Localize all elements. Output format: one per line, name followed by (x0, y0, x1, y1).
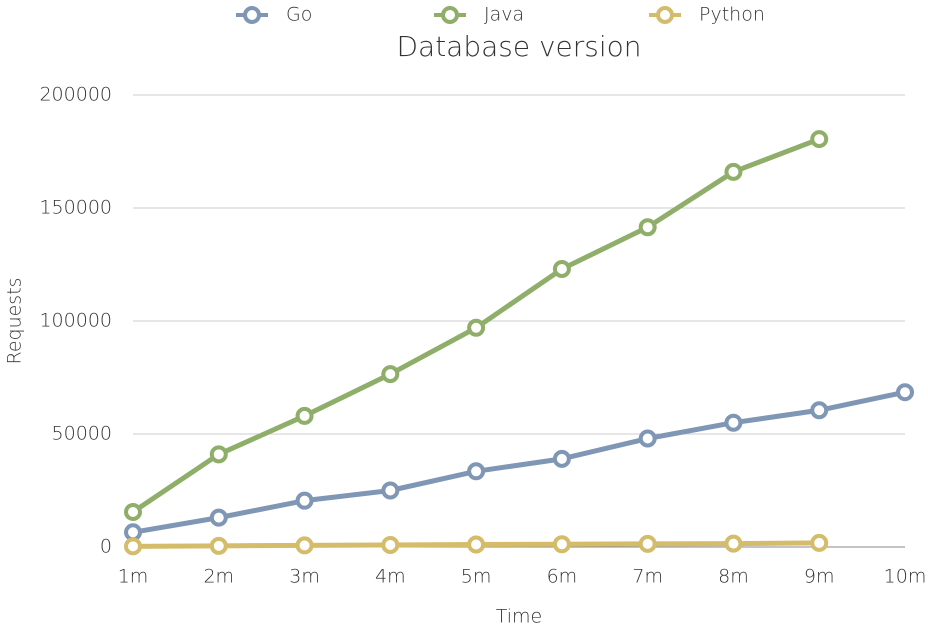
data-point (381, 535, 400, 554)
x-tick-label: 4m (375, 566, 406, 588)
data-point (124, 523, 142, 542)
data-point (295, 491, 314, 510)
data-point (724, 534, 743, 553)
x-tick-label: 2m (203, 566, 234, 588)
data-point (896, 383, 914, 402)
data-point (381, 365, 400, 384)
data-point (209, 445, 228, 464)
x-tick-label: 10m (884, 566, 927, 588)
data-point (810, 401, 829, 420)
data-point (552, 260, 571, 279)
y-tick-label: 0 (100, 536, 112, 558)
legend-label: Go (286, 4, 312, 26)
legend-marker (656, 6, 674, 24)
chart-title: Database version (396, 30, 641, 63)
y-axis-label: Requests (4, 277, 26, 364)
data-point (724, 413, 743, 432)
y-tick-label: 100000 (39, 310, 112, 332)
data-point (124, 537, 142, 556)
y-tick-label: 200000 (39, 84, 112, 106)
series-line (132, 389, 906, 535)
data-point (810, 130, 829, 149)
data-point (381, 481, 400, 500)
data-point (124, 502, 142, 521)
data-point (467, 318, 486, 337)
data-point (552, 535, 571, 554)
y-tick-label: 150000 (39, 197, 112, 219)
data-point (638, 534, 657, 553)
x-tick-label: 1m (118, 566, 149, 588)
data-point (295, 536, 314, 555)
legend-marker (441, 6, 459, 24)
x-tick-label: 9m (804, 566, 835, 588)
data-point (209, 536, 228, 555)
data-point (467, 462, 486, 481)
legend-label: Python (699, 4, 765, 26)
data-point (638, 429, 657, 448)
legend-marker (243, 6, 261, 24)
x-tick-label: 8m (718, 566, 749, 588)
x-axis-label: Time (496, 606, 543, 628)
data-point (810, 533, 829, 552)
data-point (724, 162, 743, 181)
x-tick-label: 6m (547, 566, 578, 588)
data-point (209, 508, 228, 527)
x-tick-label: 7m (632, 566, 663, 588)
legend-label: Java (484, 4, 524, 26)
x-tick-label: 3m (289, 566, 320, 588)
data-point (295, 406, 314, 425)
data-point (638, 218, 657, 237)
data-point (552, 449, 571, 468)
x-tick-label: 5m (461, 566, 492, 588)
y-tick-label: 50000 (52, 423, 112, 445)
data-point (467, 535, 486, 554)
